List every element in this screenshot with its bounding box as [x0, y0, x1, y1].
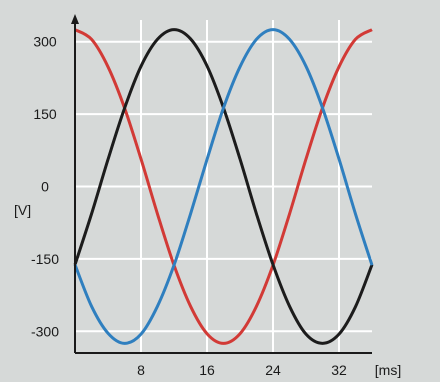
y-axis-arrow-icon: [71, 14, 79, 24]
x-tick-label-3: 32: [331, 362, 347, 378]
x-tick-label-1: 16: [199, 362, 215, 378]
y-tick-label-3: -150: [31, 251, 59, 267]
y-tick-label-0: 300: [33, 34, 57, 50]
axes: [71, 14, 372, 354]
tick-labels: 8 16 24 32 300 150 0 -150 -300: [31, 34, 347, 378]
series-line-2: [73, 28, 374, 345]
y-tick-label-4: -300: [31, 323, 59, 339]
y-tick-label-2: 0: [41, 179, 49, 195]
series-group: [73, 28, 374, 345]
grid: [75, 20, 372, 353]
y-axis-label: [V]: [14, 202, 31, 218]
y-tick-label-1: 150: [33, 106, 57, 122]
x-axis-label: [ms]: [375, 362, 401, 378]
x-tick-label-2: 24: [265, 362, 281, 378]
x-tick-label-0: 8: [137, 362, 145, 378]
